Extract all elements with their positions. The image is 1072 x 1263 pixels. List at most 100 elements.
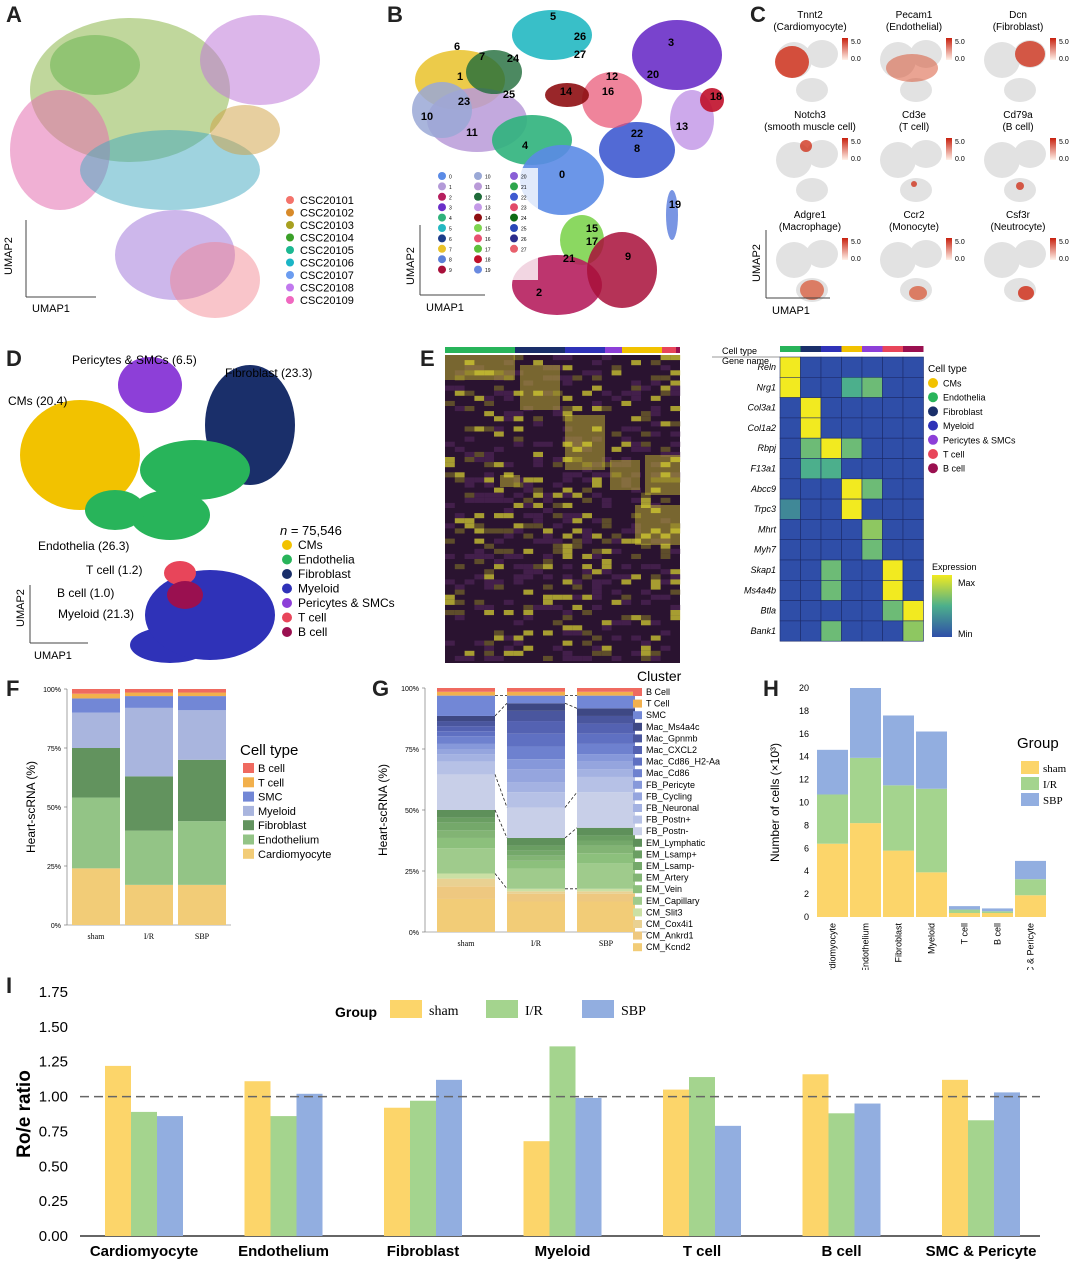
legend-swatch-chartG-FB_Pericyte [633,780,642,789]
e-legend-label-T cell: T cell [943,450,964,460]
cluster-num-12: 12 [606,71,618,83]
cluster-num-6: 6 [454,41,460,53]
legend-label-chartG-EM_Lsamp+: EM_Lsamp+ [646,849,697,859]
legend-label-chartF-T cell: T cell [258,777,284,789]
legend-label-CSC20109: CSC20109 [300,295,354,307]
feature-gene-Csf3r: Csf3r [1006,210,1031,221]
bar-chartF-I/R-Cardiomyocyte [125,884,173,925]
panel-i-grouped-bar: 0.00 0.25 0.50 0.75 1.00 1.25 1.50 1.75 Ro/e rat… [14,984,1040,1260]
legend-label-chartF-Fibroblast: Fibroblast [258,820,306,832]
marker-cell [820,376,842,398]
marker-gene-Abcc9: Abcc9 [750,484,776,494]
i-legend-label-SBP: SBP [621,1004,646,1019]
marker-cell [841,376,863,398]
legend-label-chartG-FB_Neuronal: FB_Neuronal [646,803,699,813]
cluster-num-7: 7 [479,51,485,63]
heatmap-group-bar [662,347,676,353]
bar-chartG-SBP-EM_Lymphatic [577,827,635,836]
legend-label-CSC20105: CSC20105 [300,245,354,257]
d-legend-label-CMs: CMs [298,538,323,552]
legend-swatch-chartF-Fibroblast [243,820,254,831]
bar-chartG-I/R-EM_Vein [507,860,565,869]
panel-h-stacked-bar: 0 2 4 6 8 10 12 14 16 18 20 Number of cells (×10³) C… [768,683,1067,970]
marker-cell [861,580,883,601]
ytick-chartF: 0% [51,923,61,930]
panel-label-b: B [387,2,403,27]
marker-cell [882,397,904,419]
feature-cell-Notch3: (smooth muscle cell) [764,122,856,133]
celltype-header: Cell type [722,346,757,356]
legend-label-chartG-Mac_Cd86_H2-Aa: Mac_Cd86_H2-Aa [646,757,720,767]
cluster-legend-label-6: 6 [449,237,452,243]
chart-h: 0 2 4 6 8 10 12 14 16 18 20 Number of cells (×10³) C… [768,683,1067,970]
cluster-num-11: 11 [466,127,478,139]
cluster-legend: 0123456789101112131415161718192021222324… [434,168,538,280]
marker-cell [779,539,801,561]
marker-cell [902,620,924,642]
bar-chartG-I/R-CM_Ankrd1 [507,893,565,902]
i-bar-Cardiomyocyte-sham [105,1065,131,1236]
scale-max-Cd79a: 5.0 [1059,139,1069,146]
cluster-legend-dot-21 [510,182,518,191]
i-bar-T cell-I/R [689,1077,715,1236]
marker-cell [902,559,924,581]
bar-chartG-sham-CM_Ankrd1 [437,886,495,899]
cluster-num-26: 26 [574,31,586,43]
legend-swatch-chartG-Mac_Ms4a4c [633,722,642,731]
i-legend-title: Group [335,1004,377,1020]
bar-chartG-SBP-CM_Kcnd2 [577,901,635,932]
h-ytick: 12 [799,775,809,785]
cluster-legend-label-19: 19 [485,268,491,274]
legend-label-chartG-Mac_CXCL2: Mac_CXCL2 [646,745,697,755]
bar-chartG-SBP-CM_Cox4i1 [577,891,635,894]
legend-swatch-chartG-EM_Lsamp+ [633,850,642,859]
bar-chartG-I/R-FB_Neuronal [507,782,565,793]
h-bar-SMC & Pericyte-SBP [1015,860,1046,880]
marker-cell [800,620,822,642]
i-bar-Fibroblast-SBP [436,1079,462,1236]
panel-label-g: G [372,676,390,701]
legend-label-chartG-T Cell: T Cell [646,699,669,709]
marker-cell [820,356,842,378]
bar-chartG-SBP-B Cell [577,688,635,692]
cluster-num-24: 24 [507,53,520,65]
bar-chartG-SBP-EM_Vein [577,853,635,864]
bar-chartG-SBP-Mac_CXCL2 [577,723,635,734]
legend-dot-CSC20102 [286,208,294,217]
scale-max-Tnnt2: 5.0 [851,39,861,46]
i-xtick-Myeloid: Myeloid [535,1243,591,1260]
i-bar-Myeloid-sham [523,1141,550,1236]
legend-title-chartG: Cluster [637,668,682,684]
bar-chartG-sham-Mac_CXCL2 [437,726,495,732]
ylabel-chartG: Heart-scRNA (%) [376,764,390,856]
marker-cell [882,437,904,459]
bar-chartF-sham-Endothelium [72,797,120,869]
cluster-legend-label-0: 0 [449,175,452,181]
ylabel-chartF: Heart-scRNA (%) [24,761,38,853]
legend-label-chartG-EM_Vein: EM_Vein [646,884,682,894]
bar-chartF-sham-Fibroblast [72,748,120,798]
ytick-chartG: 25% [405,869,419,876]
bar-chartG-I/R-FB_Postn- [507,807,565,838]
e-legend-dot-Endothelia [928,392,938,403]
cluster-num-20: 20 [647,69,659,81]
marker-cell [902,600,924,622]
cluster-legend-label-3: 3 [449,206,452,212]
legend-dot-CSC20109 [286,296,294,304]
d-legend-dot-B cell [282,627,292,637]
label-myeloid: Myeloid (21.3) [58,607,134,621]
i-xtick-Endothelium: Endothelium [238,1243,329,1260]
marker-cell [800,498,822,520]
legend-label-chartG-FB_Postn+: FB_Postn+ [646,815,691,825]
legend-label-chartF-B cell: B cell [258,763,285,775]
legend-swatch-chartG-CM_Ankrd1 [633,931,642,940]
feature-gene-Dcn: Dcn [1009,10,1027,21]
i-bar-SMC & Pericyte-sham [942,1079,968,1236]
cluster-legend-label-24: 24 [521,216,527,222]
panel-label-c: C [750,2,766,27]
xtick-chartG-I/R: I/R [531,939,542,948]
marker-cell [902,356,924,378]
marker-cell [841,498,863,520]
scale-min-Cd79a: 0.0 [1059,156,1069,163]
bar-chartG-SBP-FB_Pericyte [577,754,635,762]
